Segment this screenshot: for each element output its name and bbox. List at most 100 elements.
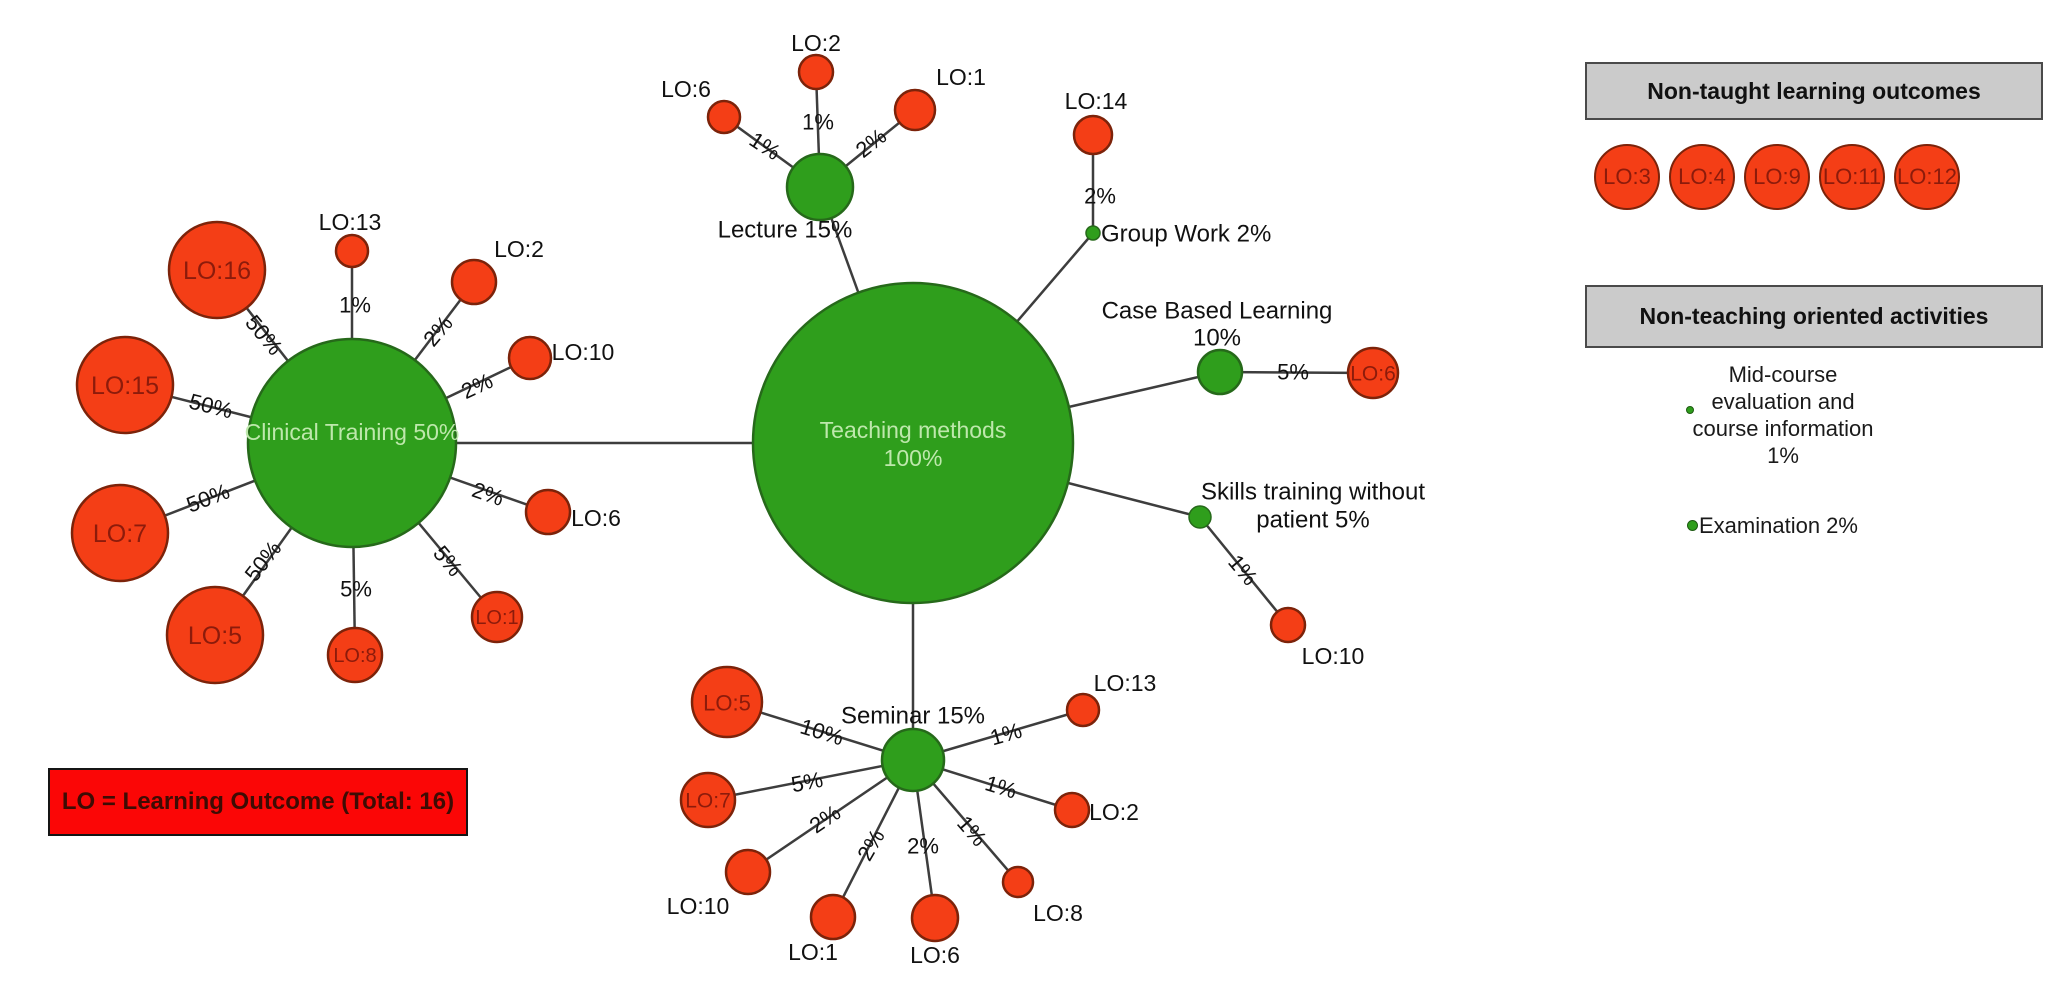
- edge-seminar-sem_lo7: [707, 758, 914, 802]
- node-cl_lo10: [507, 335, 553, 381]
- node-sem_lo10: [724, 848, 772, 896]
- node-cl_lo7: [70, 483, 170, 583]
- label-skills: Skills training without: [1201, 479, 1425, 506]
- label-cbl: Case Based Learning: [1102, 298, 1333, 325]
- node-sem_lo7: [679, 771, 737, 829]
- label-cl_lo16: LO:16: [183, 257, 251, 285]
- node-cl_lo15: [75, 335, 175, 435]
- node-sem_lo13: [1065, 692, 1101, 728]
- edge-label-clinical-cl_lo7: 50%: [183, 478, 233, 517]
- label-sem_lo1: LO:1: [788, 939, 838, 965]
- edge-label-clinical-cl_lo13: 1%: [339, 293, 371, 318]
- label-sem_lo7: LO:7: [685, 790, 731, 813]
- edge-label-seminar-sem_lo1: 2%: [852, 825, 890, 865]
- node-lo14: [1072, 114, 1114, 156]
- label-cbl: 10%: [1193, 325, 1241, 352]
- label-sem_lo5: LO:5: [703, 691, 751, 716]
- node-clinical: [246, 337, 458, 549]
- label-lo14: LO:14: [1065, 88, 1128, 114]
- non-teaching-activities-header: Non-teaching oriented activities: [1585, 285, 2043, 348]
- edge-label-clinical-cl_lo2: 2%: [418, 311, 458, 351]
- label-cl_lo5: LO:5: [188, 622, 242, 650]
- node-cl_lo16: [167, 220, 267, 320]
- label-groupwork: Group Work 2%: [1101, 221, 1271, 248]
- edge-label-seminar-sem_lo6: 2%: [907, 834, 939, 859]
- legend-box: LO = Learning Outcome (Total: 16): [48, 768, 468, 836]
- examination-text: Examination 2%: [1699, 513, 1858, 538]
- label-cl_lo1: LO:1: [475, 607, 518, 629]
- midcourse-evaluation-text: Mid-course evaluation and course informati…: [1683, 361, 1883, 469]
- edge-label-seminar-sem_lo7: 5%: [789, 767, 825, 798]
- non-taught-lo-lo-4: LO:4: [1669, 144, 1735, 210]
- midcourse-line: course information: [1692, 416, 1874, 441]
- label-sem_lo6: LO:6: [910, 942, 960, 968]
- non-taught-lo-lo-11: LO:11: [1819, 144, 1885, 210]
- label-cl_lo7: LO:7: [93, 520, 147, 548]
- non-taught-lo-lo-3: LO:3: [1594, 144, 1660, 210]
- edge-label-seminar-sem_lo2: 1%: [982, 770, 1020, 803]
- edge-label-seminar-sem_lo13: 1%: [987, 718, 1024, 751]
- label-lec_lo1: LO:1: [936, 64, 986, 90]
- node-lec_lo6: [706, 99, 742, 135]
- label-seminar: Seminar 15%: [841, 703, 985, 730]
- label-teaching: Teaching methods: [820, 417, 1007, 443]
- edge-label-clinical-cl_lo8: 5%: [340, 577, 372, 602]
- node-cl_lo2: [450, 258, 498, 306]
- label-lec_lo6: LO:6: [661, 76, 711, 102]
- edge-label-skills-sk_lo10: 1%: [1223, 550, 1263, 590]
- label-teaching: 100%: [884, 445, 943, 471]
- node-sem_lo5: [690, 665, 764, 739]
- label-lecture: Lecture 15%: [718, 217, 853, 244]
- node-cbl_lo6: [1346, 346, 1400, 400]
- label-cl_lo8: LO:8: [333, 645, 376, 667]
- node-cl_lo5: [165, 585, 265, 685]
- label-lec_lo2: LO:2: [791, 30, 841, 56]
- edge-label-clinical-cl_lo6: 2%: [469, 477, 507, 511]
- node-sem_lo8: [1001, 865, 1035, 899]
- label-sem_lo10: LO:10: [667, 893, 730, 919]
- midcourse-line: Mid-course: [1728, 362, 1838, 387]
- edge-seminar-sem_lo10: [747, 758, 914, 874]
- label-cl_lo2: LO:2: [494, 236, 544, 262]
- node-sem_lo6: [910, 893, 960, 943]
- node-cl_lo6: [524, 488, 572, 536]
- examination-dot-icon: [1687, 520, 1698, 531]
- node-sk_lo10: [1269, 606, 1307, 644]
- label-cl_lo15: LO:15: [91, 372, 159, 400]
- edge-label-lecture-lec_lo2: 1%: [802, 110, 834, 135]
- node-cl_lo13: [334, 233, 370, 269]
- label-cl_lo6: LO:6: [571, 505, 621, 531]
- edge-label-seminar-sem_lo5: 10%: [797, 714, 846, 751]
- node-sem_lo1: [809, 893, 857, 941]
- non-taught-outcomes-header: Non-taught learning outcomes: [1585, 62, 2043, 120]
- edge-label-clinical-cl_lo15: 50%: [187, 389, 236, 424]
- node-teaching: [751, 281, 1075, 605]
- midcourse-line: 1%: [1767, 443, 1799, 468]
- node-cbl: [1196, 348, 1244, 396]
- node-seminar: [880, 727, 946, 793]
- node-skills: [1188, 505, 1212, 529]
- label-skills: patient 5%: [1256, 507, 1369, 534]
- non-taught-lo-row: LO:3 LO:4 LO:9 LO:11 LO:12: [1594, 144, 1960, 210]
- label-clinical: Clinical Training 50%: [245, 419, 460, 445]
- node-layer: [70, 53, 1400, 943]
- node-cl_lo1: [470, 590, 524, 644]
- label-cbl_lo6: LO:6: [1350, 363, 1396, 386]
- midcourse-dot-icon: [1686, 406, 1694, 414]
- node-lecture: [785, 152, 855, 222]
- node-groupwork: [1085, 225, 1101, 241]
- label-sem_lo8: LO:8: [1033, 900, 1083, 926]
- edge-label-seminar-sem_lo10: 2%: [805, 800, 845, 839]
- node-lec_lo1: [893, 88, 937, 132]
- label-cl_lo10: LO:10: [552, 339, 615, 365]
- edge-skills-sk_lo10: [1199, 516, 1289, 626]
- label-cl_lo13: LO:13: [319, 209, 382, 235]
- non-taught-lo-lo-12: LO:12: [1894, 144, 1960, 210]
- node-lec_lo2: [797, 53, 835, 91]
- edge-label-lecture-lec_lo6: 1%: [745, 127, 785, 165]
- label-sem_lo2: LO:2: [1089, 799, 1139, 825]
- midcourse-line: evaluation and: [1711, 389, 1855, 414]
